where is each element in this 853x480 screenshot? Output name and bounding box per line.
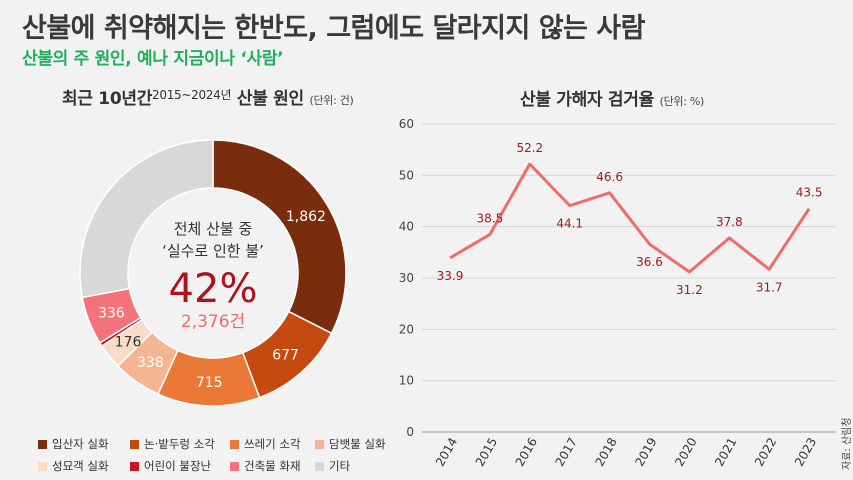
legend-label: 어린이 불장난	[144, 459, 212, 473]
pie-slice-1	[212, 139, 347, 335]
line-series	[449, 162, 811, 274]
x-tick-label: 2016	[513, 435, 540, 468]
legend-swatch	[315, 439, 324, 449]
legend-item: 논·밭두렁 소각	[130, 436, 215, 452]
x-tick-label: 2017	[553, 435, 580, 468]
legend-swatch	[230, 461, 239, 471]
legend-label: 논·밭두렁 소각	[144, 437, 215, 451]
legend-swatch	[130, 439, 139, 449]
line-chart-title: 산불 가해자 검거율 (단위: %)	[520, 85, 704, 110]
legend-label: 성묘객 실화	[52, 459, 109, 473]
pie-title-period: 2015~2024년	[152, 88, 232, 102]
pie-data-label: 1,862	[286, 209, 326, 225]
line-title-unit: (단위: %)	[659, 95, 705, 108]
pie-title-unit: (단위: 건)	[309, 94, 354, 107]
legend-swatch	[230, 439, 239, 449]
pie-data-label: 677	[272, 347, 299, 363]
x-tick-label: 2021	[712, 435, 739, 468]
y-tick-label: 50	[399, 168, 414, 182]
legend-item: 건축물 화재	[230, 458, 301, 474]
x-tick-label: 2015	[473, 435, 500, 468]
line-data-label: 38.5	[477, 211, 504, 225]
line-data-label: 31.7	[756, 280, 783, 294]
pie-title-main: 최근 10년간	[62, 89, 153, 109]
legend-item: 어린이 불장난	[130, 458, 211, 474]
pie-title-rest: 산불 원인	[236, 89, 304, 109]
line-data-label: 31.2	[676, 283, 703, 297]
center-text-line2: ‘실수로 인한 불’	[162, 242, 264, 260]
pie-data-label: 176	[115, 334, 142, 350]
pie-data-label: 338	[137, 355, 164, 371]
line-data-label: 44.1	[556, 217, 583, 231]
line-data-label: 33.9	[437, 269, 464, 283]
pie-data-label: 715	[196, 375, 223, 391]
center-text-line1: 전체 산불 중	[174, 220, 253, 238]
legend-label: 건축물 화재	[244, 459, 301, 473]
legend-item: 입산자 실화	[38, 436, 109, 452]
center-count: 2,376건	[181, 312, 245, 332]
page-subtitle: 산불의 주 원인, 예나 지금이나 ‘사람’	[22, 49, 284, 69]
y-tick-label: 40	[399, 220, 414, 234]
y-tick-label: 0	[406, 425, 414, 439]
legend-item: 기타	[315, 458, 350, 474]
legend-label: 기타	[329, 459, 351, 473]
line-data-label: 46.6	[596, 170, 623, 184]
legend-item: 성묘객 실화	[38, 458, 109, 474]
center-percent: 42%	[169, 266, 258, 312]
x-tick-label: 2019	[632, 435, 659, 468]
legend-label: 입산자 실화	[52, 437, 109, 451]
line-data-label: 36.6	[636, 255, 663, 269]
x-tick-label: 2022	[752, 435, 779, 468]
pie-chart-title: 최근 10년간2015~2024년 산불 원인 (단위: 건)	[62, 84, 354, 109]
legend-swatch	[38, 461, 47, 471]
source-note: 자료: 산림청	[842, 417, 853, 470]
x-tick-label: 2020	[672, 435, 699, 468]
line-data-label: 43.5	[796, 186, 823, 200]
line-data-label: 37.8	[716, 215, 743, 229]
line-title-main: 산불 가해자 검거율	[520, 90, 654, 110]
x-tick-label: 2023	[792, 435, 819, 468]
legend-label: 담뱃불 실화	[329, 437, 386, 451]
x-tick-label: 2014	[433, 435, 460, 468]
legend-item: 담뱃불 실화	[315, 436, 386, 452]
pie-slice-8	[79, 139, 214, 299]
y-tick-label: 60	[399, 117, 414, 131]
y-tick-label: 10	[399, 374, 414, 388]
legend-item: 쓰레기 소각	[230, 436, 301, 452]
line-data-label: 52.2	[516, 141, 543, 155]
y-tick-label: 30	[399, 271, 414, 285]
page-title: 산불에 취약해지는 한반도, 그럼에도 달라지지 않는 사람	[22, 13, 645, 44]
legend-swatch	[38, 439, 47, 449]
legend-swatch	[315, 461, 324, 471]
legend-swatch	[130, 461, 139, 471]
y-tick-label: 20	[399, 322, 414, 336]
x-tick-label: 2018	[592, 435, 619, 468]
pie-data-label: 336	[98, 305, 125, 321]
legend-label: 쓰레기 소각	[244, 437, 301, 451]
